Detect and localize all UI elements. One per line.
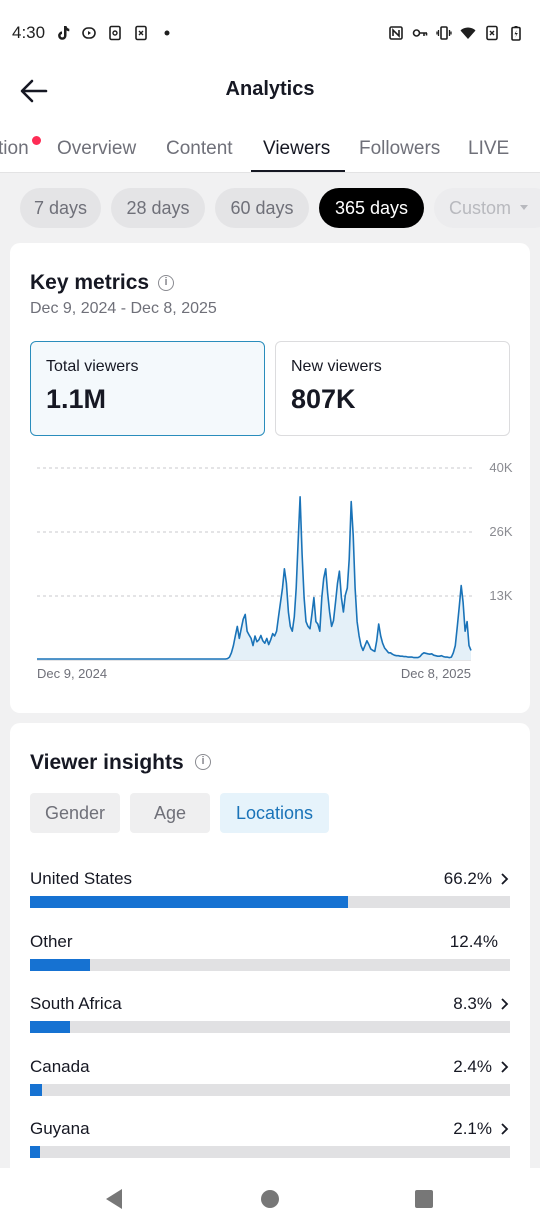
location-percentage: 2.4% — [453, 1056, 492, 1076]
insight-filter-age[interactable]: Age — [130, 793, 210, 833]
wifi-icon — [460, 27, 476, 39]
status-time: 4:30 — [12, 23, 46, 42]
y-axis-tick-label: 13K — [489, 588, 512, 603]
tab-inspiration[interactable]: tion — [0, 138, 29, 159]
notification-dot — [32, 136, 41, 145]
location-bar-track — [30, 1146, 510, 1158]
status-bar: 4:30 — [0, 0, 540, 66]
chart-area-fill — [37, 496, 471, 660]
total-viewers-value: 1.1M — [46, 384, 107, 414]
filter-365-days[interactable]: 365 days — [319, 188, 424, 228]
top-bar: Analytics — [0, 66, 540, 116]
vibrate-icon — [436, 26, 452, 40]
battery-charging-icon — [511, 26, 521, 41]
tab-followers[interactable]: Followers — [359, 138, 441, 159]
active-tab-indicator — [251, 170, 345, 172]
location-row[interactable]: South Africa 8.3% — [30, 994, 510, 1054]
x-axis-end-label: Dec 8, 2025 — [401, 666, 471, 681]
location-bar-track — [30, 1083, 510, 1096]
chart-line-series — [37, 495, 472, 660]
no-sim-signal-icon — [486, 25, 498, 41]
y-axis-tick-label: 40K — [489, 460, 512, 475]
location-bar-track — [30, 896, 510, 908]
filter-60-days[interactable]: 60 days — [215, 188, 309, 228]
location-name: South Africa — [30, 994, 122, 1013]
filter-custom[interactable]: Custom — [434, 188, 540, 228]
system-nav-bar — [0, 1168, 540, 1230]
new-viewers-metric[interactable]: New viewers 807K — [275, 341, 510, 436]
location-bar-fill — [30, 958, 90, 971]
vpn-key-icon — [412, 29, 428, 37]
location-bar-track — [30, 1021, 510, 1033]
chevron-right-icon — [501, 998, 509, 1010]
chevron-right-icon — [501, 873, 509, 885]
location-name: United States — [30, 869, 133, 888]
new-viewers-label: New viewers — [291, 358, 382, 375]
nav-recents-icon[interactable] — [414, 1188, 434, 1210]
key-metrics-card: Key metrics i Dec 9, 2024 - Dec 8, 2025 … — [10, 243, 530, 713]
location-bar-fill — [30, 1021, 70, 1033]
no-sim-icon — [135, 25, 147, 41]
back-arrow-icon[interactable] — [18, 76, 50, 106]
info-icon[interactable]: i — [158, 275, 174, 291]
tab-content[interactable]: Content — [166, 138, 233, 159]
x-axis-start-label: Dec 9, 2024 — [37, 666, 107, 681]
info-icon[interactable]: i — [195, 754, 211, 770]
analytics-tabs: tion Overview Content Viewers Followers … — [0, 116, 540, 173]
viewer-insights-title: Viewer insights — [30, 751, 184, 774]
key-metrics-title: Key metrics — [30, 271, 150, 294]
nav-home-icon[interactable] — [260, 1188, 280, 1210]
media-notification-icon — [82, 27, 96, 39]
location-percentage: 66.2% — [443, 869, 492, 888]
nav-back-icon[interactable] — [104, 1188, 124, 1210]
location-bar-fill — [30, 1146, 41, 1158]
insight-filter-gender[interactable]: Gender — [30, 793, 120, 833]
location-percentage: 12.4% — [449, 931, 498, 951]
date-filter-row: 7 days 28 days 60 days 365 days Custom — [0, 174, 540, 242]
tiktok-icon — [58, 26, 70, 40]
filter-custom-label: Custom — [449, 197, 512, 218]
new-viewers-value: 807K — [291, 384, 356, 414]
tab-overview[interactable]: Overview — [57, 138, 137, 159]
insight-filter-locations[interactable]: Locations — [220, 793, 329, 833]
location-name: Other — [30, 931, 73, 951]
tab-live[interactable]: LIVE — [468, 138, 510, 159]
filter-28-days[interactable]: 28 days — [111, 188, 205, 228]
location-row[interactable]: Canada 2.4% — [30, 1057, 510, 1117]
location-row[interactable]: United States 66.2% — [30, 869, 510, 929]
date-range: Dec 9, 2024 - Dec 8, 2025 — [30, 300, 217, 317]
location-bar-fill — [30, 1083, 42, 1096]
y-axis-tick-label: 26K — [489, 524, 512, 539]
viewers-chart: 40K 26K 13K Dec 9, 2024 Dec 8, 2025 — [37, 460, 513, 681]
chevron-right-icon — [501, 1123, 509, 1135]
location-row[interactable]: Other 12.4% — [30, 932, 510, 992]
location-percentage: 8.3% — [453, 994, 492, 1013]
page-title: Analytics — [225, 78, 315, 100]
viewer-insights-card: Viewer insights i Gender Age Locations U… — [10, 723, 530, 1183]
location-percentage: 2.1% — [453, 1119, 492, 1138]
dropdown-caret-icon — [520, 205, 529, 210]
tab-viewers[interactable]: Viewers — [263, 138, 331, 159]
total-viewers-label: Total viewers — [46, 358, 139, 375]
sim-notification-icon — [109, 25, 121, 41]
total-viewers-metric[interactable]: Total viewers 1.1M — [30, 341, 265, 436]
filter-7-days[interactable]: 7 days — [20, 188, 101, 228]
chevron-right-icon — [501, 1060, 509, 1073]
location-bar-fill — [30, 896, 348, 908]
nfc-icon — [389, 26, 403, 40]
more-dot-icon — [164, 30, 170, 36]
location-row[interactable]: Guyana 2.1% — [30, 1119, 510, 1179]
location-bar-track — [30, 958, 510, 971]
location-name: Guyana — [30, 1119, 90, 1138]
location-name: Canada — [30, 1056, 90, 1076]
